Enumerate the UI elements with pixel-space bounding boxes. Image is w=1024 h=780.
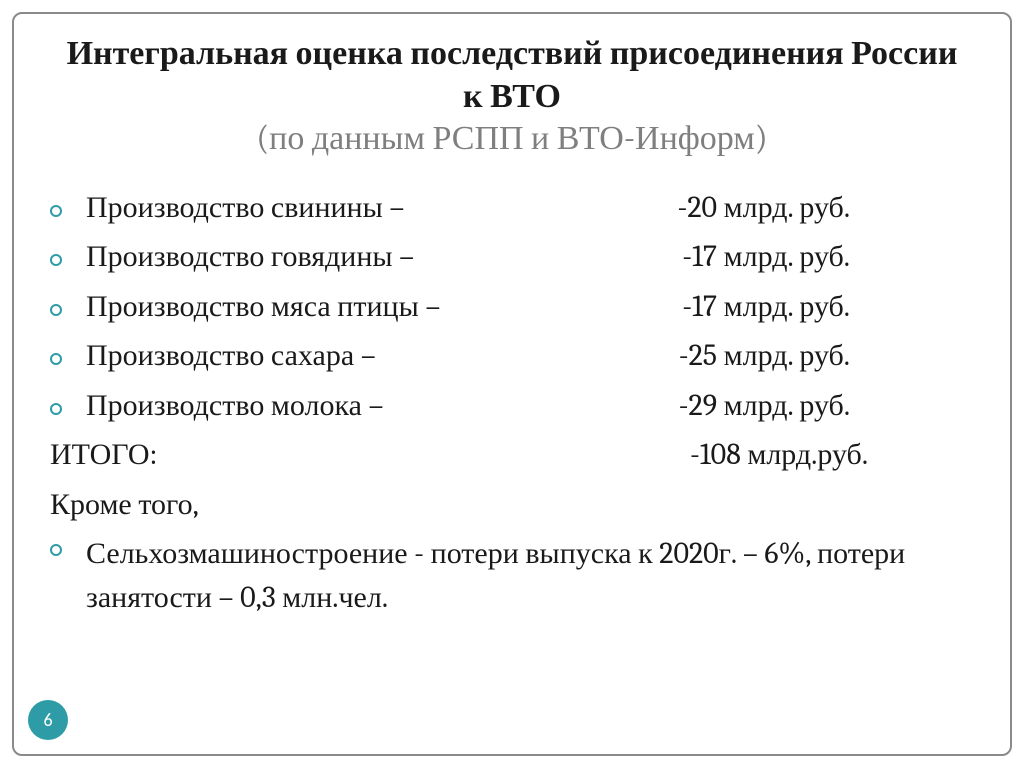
list-item: Производство мяса птицы – -17 млрд. руб. [50, 285, 980, 329]
page-number-badge: 6 [28, 700, 68, 740]
item-label: Производство сахара – [86, 334, 376, 378]
item-value: -25 млрд. руб. [679, 334, 980, 378]
list-item: Производство молока – -29 млрд. руб. [50, 384, 980, 428]
list-item: Производство говядины – -17 млрд. руб. [50, 235, 980, 279]
bullet-icon [50, 242, 86, 266]
bullet-icon [50, 292, 86, 316]
content: Производство свинины – -20 млрд. руб. Пр… [14, 186, 1010, 620]
list-item: Производство свинины – -20 млрд. руб. [50, 186, 980, 230]
item-value: -29 млрд. руб. [679, 384, 980, 428]
item-value: -20 млрд. руб. [678, 186, 981, 230]
additional-item-text: Сельхозмашиностроение - потери выпуска к… [86, 532, 980, 619]
bullet-icon [50, 532, 86, 556]
title-sub: (по данным РСПП и ВТО-Информ) [54, 117, 970, 160]
list-item: Производство сахара – -25 млрд. руб. [50, 334, 980, 378]
item-value: -17 млрд. руб. [682, 235, 980, 279]
item-value: -17 млрд. руб. [682, 285, 980, 329]
additional-label: Кроме того, [50, 483, 980, 527]
item-label: Производство свинины – [86, 186, 404, 230]
bullet-icon [50, 391, 86, 415]
item-label: Производство говядины – [86, 235, 414, 279]
slide: Интегральная оценка последствий присоеди… [12, 12, 1012, 756]
total-row: ИТОГО: -108 млрд.руб. [50, 433, 980, 477]
item-label: Производство молока – [86, 384, 384, 428]
item-label: Производство мяса птицы – [86, 285, 440, 329]
bullet-icon [50, 193, 86, 217]
list-item: Сельхозмашиностроение - потери выпуска к… [50, 532, 980, 619]
page-number: 6 [43, 709, 52, 731]
total-value: -108 млрд.руб. [690, 433, 980, 477]
bullet-icon [50, 341, 86, 365]
title-block: Интегральная оценка последствий присоеди… [14, 32, 1010, 160]
title-main: Интегральная оценка последствий присоеди… [54, 32, 970, 117]
total-label: ИТОГО: [50, 433, 157, 477]
